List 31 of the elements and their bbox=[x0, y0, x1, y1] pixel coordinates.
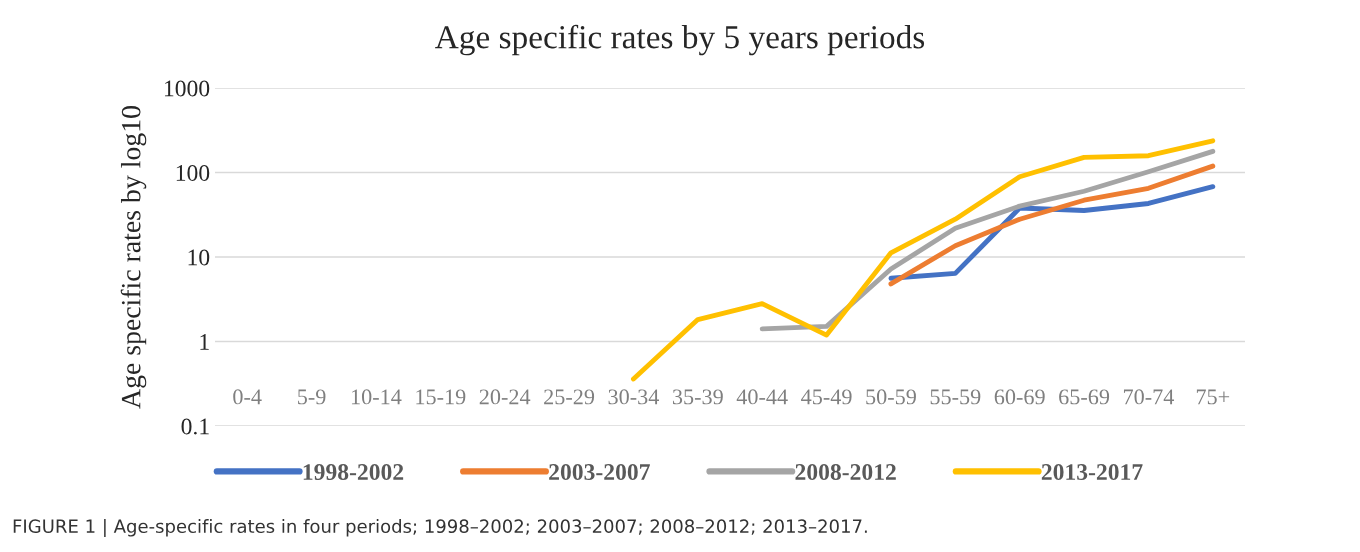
x-tick-label: 0-4 bbox=[233, 389, 262, 405]
line-series bbox=[759, 148, 1216, 332]
x-tick-label: 60-69 bbox=[994, 389, 1045, 405]
x-tick-label: 55-59 bbox=[930, 389, 981, 405]
legend-label: 2013-2017 bbox=[1041, 464, 1143, 480]
caption: FIGURE 1 | Age-specific rates in four periods; 1998–2002; 2003–2007; 2008–2012; 2013–2017. bbox=[13, 518, 867, 538]
y-tick-label: 1000 bbox=[164, 80, 210, 97]
y-tick-label: 10 bbox=[188, 249, 210, 266]
line-series bbox=[631, 138, 1216, 382]
x-tick-label: 20-24 bbox=[479, 389, 531, 405]
x-tick-label: 50-59 bbox=[866, 389, 916, 405]
y-axis-title: Age specific rates by log10 bbox=[120, 106, 147, 409]
x-tick-label: 70-74 bbox=[1123, 389, 1175, 405]
y-tick-label: 100 bbox=[176, 164, 210, 181]
legend-label: 2003-2007 bbox=[549, 464, 650, 480]
x-tick-label: 10-14 bbox=[351, 389, 402, 405]
x-tick-label: 45-49 bbox=[801, 389, 852, 405]
x-tick-label: 25-29 bbox=[544, 389, 595, 405]
x-tick-label: 40-44 bbox=[736, 389, 788, 405]
x-tick-label: 35-39 bbox=[672, 389, 723, 405]
y-tick-label: 0.1 bbox=[181, 418, 209, 435]
chart-title: Age specific rates by 5 years periods bbox=[435, 24, 925, 56]
x-tick-label: 30-34 bbox=[608, 389, 660, 405]
y-tick-label: 1 bbox=[200, 334, 209, 350]
x-tick-label: 65-69 bbox=[1059, 389, 1110, 405]
x-tick-label: 5-9 bbox=[298, 389, 326, 405]
legend-label: 2008-2012 bbox=[795, 464, 896, 480]
legend-label: 1998-2002 bbox=[303, 464, 404, 480]
x-tick-label: 75+ bbox=[1196, 389, 1230, 405]
line-series bbox=[888, 163, 1216, 287]
x-tick-label: 15-19 bbox=[416, 389, 466, 405]
